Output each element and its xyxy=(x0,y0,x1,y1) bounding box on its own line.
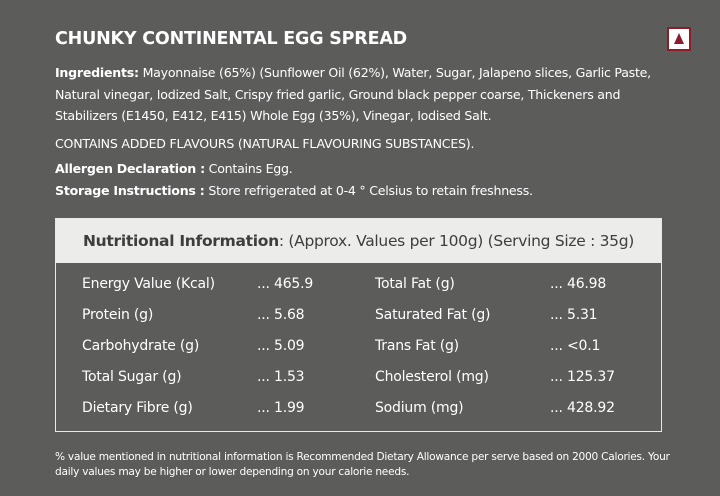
nutrient-name: Trans Fat (g) xyxy=(375,338,459,354)
allergen-label: Allergen Declaration : xyxy=(55,161,205,176)
ingredients-text: Mayonnaise (65%) (Sunflower Oil (62%), W… xyxy=(55,65,651,123)
nutrient-value: ... 428.92 xyxy=(550,400,615,416)
nutrition-table: Nutritional Information: (Approx. Values… xyxy=(55,218,662,432)
flavours-statement: CONTAINS ADDED FLAVOURS (NATURAL FLAVOUR… xyxy=(55,136,475,151)
nutrition-header-title: Nutritional Information xyxy=(82,232,279,250)
nutrient-value: ... 1.99 xyxy=(257,400,305,416)
triangle-icon xyxy=(674,33,684,44)
storage-label: Storage Instructions : xyxy=(55,183,205,198)
nutrient-name: Dietary Fibre (g) xyxy=(82,400,193,416)
ingredients-label: Ingredients: xyxy=(55,65,139,80)
allergen-declaration: Allergen Declaration : Contains Egg. xyxy=(55,158,670,180)
nutrient-value: ... 5.09 xyxy=(257,338,305,354)
nutrient-value: ... 465.9 xyxy=(257,276,314,292)
nutrient-value: ... 46.98 xyxy=(550,276,607,292)
nutrient-name: Saturated Fat (g) xyxy=(375,307,491,323)
nutrient-name: Cholesterol (mg) xyxy=(375,369,489,385)
nutrient-name: Protein (g) xyxy=(82,307,154,323)
nutrient-value: ... 1.53 xyxy=(257,369,305,385)
nutrition-header-detail: : (Approx. Values per 100g) (Serving Siz… xyxy=(278,232,635,250)
nutrient-name: Total Sugar (g) xyxy=(82,369,182,385)
nutrient-name: Carbohydrate (g) xyxy=(82,338,200,354)
nutrient-value: ... 125.37 xyxy=(550,369,615,385)
storage-instructions: Storage Instructions : Store refrigerate… xyxy=(55,180,670,202)
ingredients-paragraph: Ingredients: Mayonnaise (65%) (Sunflower… xyxy=(55,62,670,127)
non-veg-mark-icon xyxy=(667,27,691,51)
allergen-text: Contains Egg. xyxy=(204,161,293,176)
product-title: CHUNKY CONTINENTAL EGG SPREAD xyxy=(55,29,408,49)
rda-footnote: % value mentioned in nutritional informa… xyxy=(55,451,670,478)
nutrient-name: Total Fat (g) xyxy=(375,276,455,292)
nutrient-value: ... 5.31 xyxy=(550,307,598,323)
nutrient-value: ... <0.1 xyxy=(550,338,601,354)
nutrient-name: Sodium (mg) xyxy=(375,400,464,416)
nutrient-name: Energy Value (Kcal) xyxy=(82,276,215,292)
storage-text: Store refrigerated at 0-4 ° Celsius to r… xyxy=(204,183,533,198)
nutrient-value: ... 5.68 xyxy=(257,307,305,323)
nutrition-header: Nutritional Information: (Approx. Values… xyxy=(56,219,661,263)
